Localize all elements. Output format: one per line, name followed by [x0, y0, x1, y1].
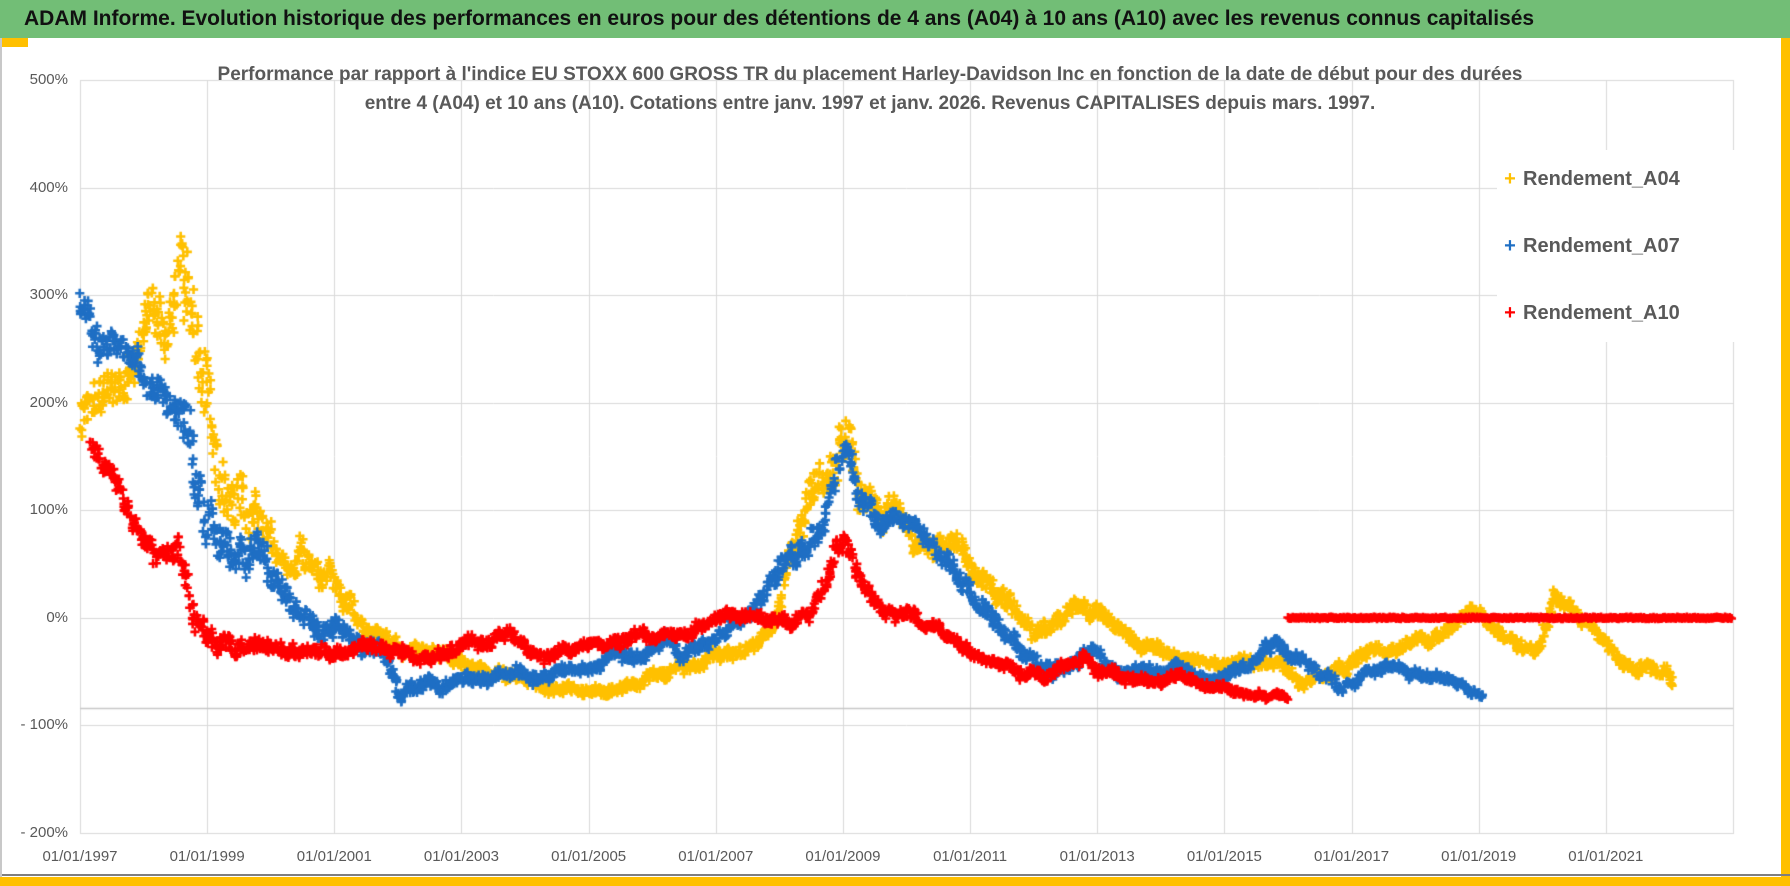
legend-item-a10[interactable]: + Rendement_A10 — [1497, 298, 1747, 328]
chart-title-line1: Performance par rapport à l'indice EU ST… — [217, 64, 1523, 85]
y-axis-label: 500% — [29, 71, 68, 88]
chart-legend[interactable]: + Rendement_A04 + Rendement_A07 + Rendem… — [1497, 150, 1747, 342]
x-axis-label: 01/01/2011 — [933, 848, 1008, 865]
y-axis-label: - 200% — [20, 824, 68, 841]
x-axis-label: 01/01/1997 — [42, 848, 118, 865]
plus-marker-icon: + — [1504, 302, 1516, 324]
x-axis-label: 01/01/2001 — [296, 848, 372, 865]
x-axis-label: 01/01/2003 — [423, 848, 499, 865]
x-axis-label: 01/01/2005 — [551, 848, 627, 865]
x-axis-label: 01/01/2019 — [1441, 848, 1517, 865]
y-axis-label: 200% — [29, 393, 68, 411]
legend-item-a07[interactable]: + Rendement_A07 — [1497, 231, 1747, 261]
y-axis-label: 100% — [29, 501, 68, 519]
legend-item-a04[interactable]: + Rendement_A04 — [1497, 164, 1747, 194]
x-axis-label: 01/01/2017 — [1313, 848, 1390, 865]
legend-label: Rendement_A04 — [1523, 167, 1680, 190]
y-axis-label: 0% — [46, 608, 68, 626]
y-axis-label: 400% — [29, 178, 68, 196]
legend-label: Rendement_A07 — [1523, 234, 1680, 257]
x-axis-label: 01/01/2021 — [1568, 848, 1644, 865]
y-axis-label: - 100% — [20, 716, 68, 734]
chart-title: Performance par rapport à l'indice EU ST… — [90, 60, 1650, 118]
chart-title-line2: entre 4 (A04) et 10 ans (A10). Cotations… — [364, 93, 1376, 114]
x-axis-label: 01/01/1999 — [169, 848, 245, 865]
plus-marker-icon: + — [1504, 168, 1516, 190]
legend-label: Rendement_A10 — [1523, 301, 1680, 324]
x-axis-label: 01/01/2013 — [1059, 848, 1135, 865]
y-axis-label: 300% — [29, 286, 68, 304]
plus-marker-icon: + — [1504, 235, 1516, 257]
x-axis-label: 01/01/2015 — [1186, 848, 1262, 865]
x-axis-label: 01/01/2009 — [805, 848, 881, 865]
x-axis-label: 01/01/2007 — [678, 848, 754, 865]
